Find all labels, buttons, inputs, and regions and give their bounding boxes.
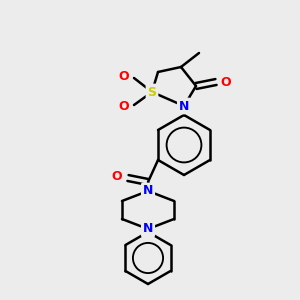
- Text: S: S: [148, 85, 157, 98]
- Text: N: N: [143, 223, 153, 236]
- Text: O: O: [221, 76, 231, 88]
- Text: N: N: [143, 184, 153, 197]
- Text: N: N: [179, 100, 189, 112]
- Text: O: O: [119, 70, 129, 83]
- Text: O: O: [112, 170, 122, 184]
- Text: O: O: [119, 100, 129, 113]
